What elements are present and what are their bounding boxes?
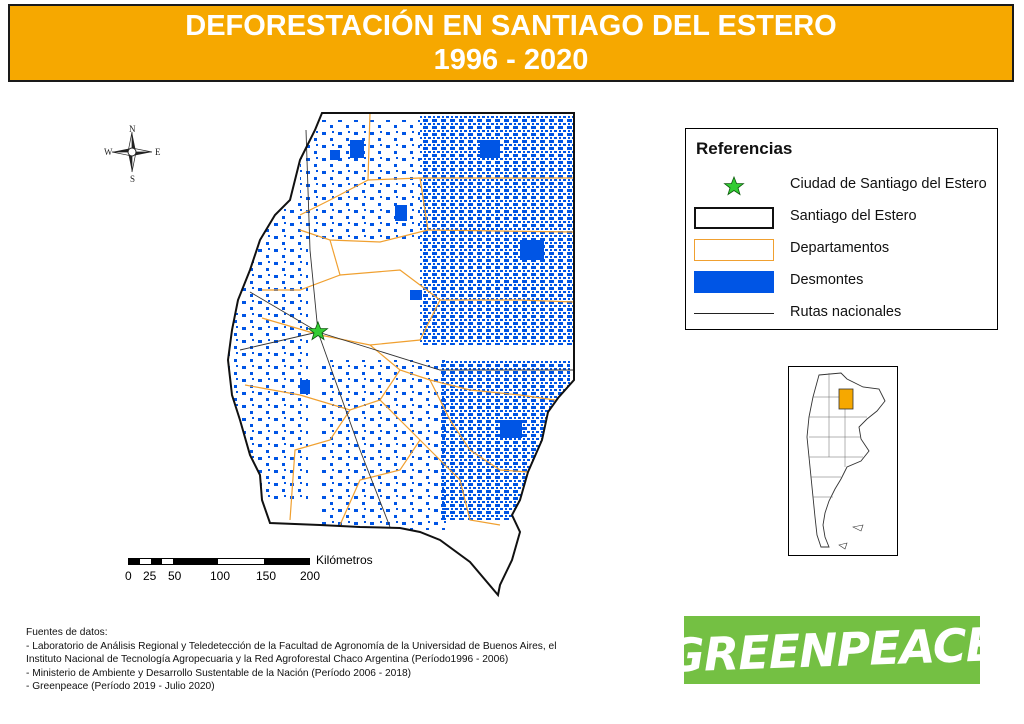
title-banner: DEFORESTACIÓN EN SANTIAGO DEL ESTERO 199… [8, 4, 1014, 82]
star-icon [723, 175, 745, 196]
santiago-highlight [838, 388, 854, 410]
map-title: DEFORESTACIÓN EN SANTIAGO DEL ESTERO [185, 10, 837, 42]
scale-tick-150: 150 [256, 569, 277, 583]
compass-west: W [104, 147, 113, 157]
scale-bar: Kilómetros 0 25 50 100 150 200 [120, 552, 390, 592]
scale-tick-100: 100 [210, 569, 231, 583]
logo-text: GREENPEACE [666, 617, 998, 683]
legend-item-province: Santiago del Estero [686, 205, 997, 233]
department-swatch [694, 239, 774, 261]
compass-north: N [129, 124, 136, 134]
compass-east: E [155, 147, 161, 157]
legend-item-city: Ciudad de Santiago del Estero [686, 173, 997, 201]
compass-south: S [130, 174, 136, 184]
scale-unit: Kilómetros [316, 553, 373, 567]
scale-tick-25: 25 [143, 569, 157, 583]
legend-label-routes: Rutas nacionales [790, 304, 902, 320]
source-line-3: - Ministerio de Ambiente y Desarrollo Su… [26, 667, 412, 679]
compass-icon [111, 131, 153, 173]
inset-map [788, 366, 898, 556]
compass-rose: N S E W [100, 120, 170, 190]
route-swatch [694, 313, 774, 314]
map-period: 1996 - 2020 [433, 44, 589, 76]
source-line-2: Instituto Nacional de Tecnología Agropec… [26, 654, 509, 666]
sources-heading: Fuentes de datos: [26, 627, 108, 638]
argentina-locator [806, 372, 886, 550]
legend-label-deforestation: Desmontes [790, 272, 864, 288]
legend-label-departments: Departamentos [790, 240, 890, 256]
source-line-4: - Greenpeace (Período 2019 - Julio 2020) [26, 681, 215, 693]
greenpeace-logo: GREENPEACE [667, 616, 997, 684]
scale-tick-200: 200 [300, 569, 321, 583]
legend-label-city: Ciudad de Santiago del Estero [790, 176, 987, 192]
legend-item-routes: Rutas nacionales [686, 301, 997, 329]
source-line-1: - Laboratorio de Análisis Regional y Tel… [26, 640, 557, 652]
legend-item-deforestation: Desmontes [686, 269, 997, 297]
province-outline [226, 112, 575, 598]
data-sources: Fuentes de datos: - Laboratorio de Análi… [26, 626, 666, 694]
legend-title: Referencias [696, 139, 793, 158]
scale-tick-0: 0 [125, 569, 132, 583]
province-map [226, 112, 575, 598]
scale-track [128, 558, 310, 565]
legend-label-province: Santiago del Estero [790, 208, 917, 224]
deforestation-swatch [694, 271, 774, 293]
scale-tick-50: 50 [168, 569, 182, 583]
legend-item-departments: Departamentos [686, 237, 997, 265]
province-swatch [694, 207, 774, 229]
city-star-icon [307, 320, 329, 341]
department-borders [244, 112, 575, 526]
national-routes [239, 129, 574, 528]
legend: Referencias Ciudad de Santiago del Ester… [685, 128, 998, 330]
